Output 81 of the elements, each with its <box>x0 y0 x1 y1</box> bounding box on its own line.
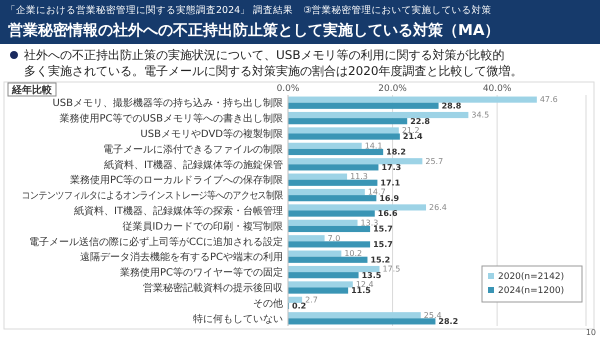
legend-label: 2020(n=2142) <box>498 272 564 282</box>
y-tick-label: 従業員IDカードでの印刷・複写制限 <box>122 220 283 232</box>
bar <box>288 226 370 232</box>
x-tick-label: 0.0% <box>276 84 300 94</box>
y-tick-label: 電子メールに添付できるファイルの制限 <box>103 143 283 156</box>
bar <box>288 210 375 217</box>
data-label: 16.6 <box>378 209 398 218</box>
data-label: 22.8 <box>410 116 430 126</box>
bar <box>288 235 325 242</box>
bar <box>288 256 368 263</box>
data-label: 18.2 <box>386 148 406 157</box>
bar <box>288 241 370 248</box>
bar <box>288 220 358 226</box>
bar <box>288 272 359 278</box>
bar <box>288 281 353 288</box>
y-tick-label: 紙資料、IT機器、記録媒体等の探索・台帳管理 <box>74 205 283 217</box>
data-label: 21.4 <box>402 132 424 142</box>
bar <box>288 134 400 140</box>
data-label: 11.5 <box>351 286 372 296</box>
y-tick-label: 遠隔データ消去機能を有するPCや端末の利用 <box>80 251 283 264</box>
bar <box>288 266 380 272</box>
data-label: 16.9 <box>379 194 400 203</box>
text: 経年比較 <box>11 84 53 96</box>
text: 社外への不正持出防止策の実施状況について、USBメモリ等の利用に関する対策が比較的 <box>24 48 505 62</box>
y-tick-label: 業務使用PC等のローカルドライブへの保存制限 <box>70 174 283 186</box>
legend-label: 2024(n=1200) <box>498 286 564 296</box>
bar <box>288 180 378 186</box>
bar <box>288 288 348 294</box>
data-label: 25.7 <box>425 156 444 166</box>
data-label: 11.3 <box>350 172 368 182</box>
bar <box>288 127 399 134</box>
data-label: 14.1 <box>364 141 383 150</box>
data-label: 10.2 <box>344 249 362 258</box>
data-label: 15.2 <box>370 255 390 264</box>
bar <box>288 164 378 170</box>
y-tick-label: 紙資料、IT機器、記録媒体等の施錠保管 <box>104 158 283 171</box>
bar <box>288 174 348 180</box>
bar <box>288 112 468 118</box>
data-label: 2.7 <box>305 295 318 304</box>
bar <box>288 148 384 156</box>
data-label: 0.2 <box>292 302 306 311</box>
y-tick-label: USBメモリ、撮影機器等の持ち込み・持ち出し制限 <box>52 97 283 110</box>
data-label: 26.4 <box>429 203 447 212</box>
data-label: 28.2 <box>438 316 458 326</box>
chart-subtitle: 「企業における営業秘密管理に関する実態調査2024」 調査結果 ③営業秘密管理において実施している対策 <box>6 4 492 16</box>
chart-title: 営業秘密情報の社外への不正持出防止策として実施している対策（MA） <box>8 21 500 39</box>
data-label: 17.5 <box>382 264 400 274</box>
text: 多く実施されている。電子メールに関する対策実施の割合は2020年度調査と比較して微増。 <box>24 64 523 78</box>
y-tick-label: 業務使用PC等でのUSBメモリ等への書き出し制限 <box>59 112 283 125</box>
bar <box>288 204 426 210</box>
y-tick-label: その他 <box>253 297 283 310</box>
bar <box>288 195 376 202</box>
bar <box>288 102 439 109</box>
data-label: 15.7 <box>373 240 393 249</box>
bar <box>288 312 421 318</box>
data-label: 7.0 <box>328 234 340 243</box>
y-tick-label: 特に何もしていない <box>193 312 283 325</box>
y-tick-label: USBメモリやDVD等の複製制限 <box>140 128 283 140</box>
data-label: 15.7 <box>373 224 393 234</box>
bar <box>288 296 302 303</box>
y-tick-label: 電子メール送信の際に必ず上司等がCCに追加される設定 <box>29 236 283 248</box>
x-tick-label: 40.0% <box>482 84 512 94</box>
data-label: 34.5 <box>471 110 490 120</box>
bar <box>288 250 342 257</box>
y-tick-label: 業務使用PC等のワイヤー等での固定 <box>120 266 283 279</box>
data-label: 13.5 <box>362 270 382 280</box>
x-tick-label: 20.0% <box>378 84 408 94</box>
text: 10 <box>586 328 596 337</box>
y-tick-label: 営業秘密記載資料の提示後回収 <box>143 282 283 294</box>
data-label: 17.1 <box>380 178 401 188</box>
bar <box>288 96 537 103</box>
bar <box>288 318 436 324</box>
data-label: 13.3 <box>360 218 378 228</box>
bar <box>288 118 408 124</box>
data-label: 47.6 <box>540 95 558 104</box>
y-tick-label: コンテンツフィルタによるオンラインストレージ等へのアクセス制限 <box>22 190 283 202</box>
data-label: 28.8 <box>442 101 462 110</box>
bar <box>288 158 422 164</box>
bar <box>288 142 362 149</box>
bar <box>288 188 365 196</box>
data-label: 17.3 <box>381 162 402 172</box>
